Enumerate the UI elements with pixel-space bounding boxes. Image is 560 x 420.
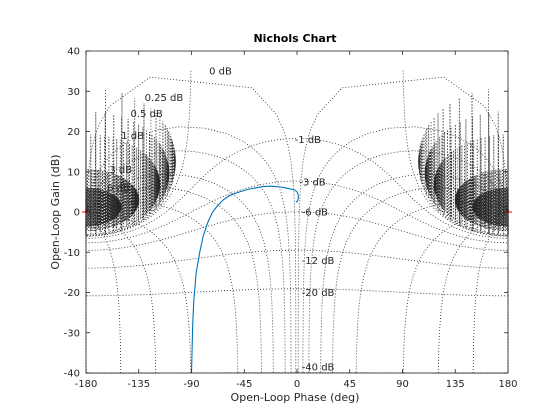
x-tick-label: -180 <box>75 379 98 390</box>
contour-label: -20 dB <box>302 288 335 299</box>
axis-ticks: -180 -135 -90 -45 0 45 90 135 180 -40 -30 -20 -10 0 10… <box>64 47 518 391</box>
y-tick-label: 0 <box>74 208 80 219</box>
y-tick-label: 10 <box>67 167 80 178</box>
gain-contour <box>297 288 508 297</box>
phase-contour <box>332 187 509 373</box>
x-tick-label: 135 <box>446 379 465 390</box>
x-tick-label: -90 <box>183 379 199 390</box>
x-tick-label: 45 <box>343 379 356 390</box>
contour-label: 0 dB <box>209 67 232 78</box>
x-tick-label: 180 <box>498 379 517 390</box>
series-line <box>190 185 299 374</box>
gain-contour <box>297 249 509 269</box>
contour-label: -3 dB <box>299 177 325 188</box>
x-tick-label: -135 <box>127 379 150 390</box>
y-tick-label: 40 <box>67 47 80 58</box>
y-tick-label: -40 <box>64 369 80 380</box>
phase-contour <box>297 76 509 373</box>
x-tick-label: 90 <box>396 379 409 390</box>
phase-contour <box>85 174 274 373</box>
phase-contour <box>85 76 297 373</box>
y-tick-label: -10 <box>64 248 80 259</box>
y-tick-label: -30 <box>64 328 80 339</box>
y-axis-label: Open-Loop Gain (dB) <box>49 154 62 269</box>
contour-label: 6 dB <box>107 183 130 194</box>
phase-contour <box>308 150 509 373</box>
gain-contour <box>433 134 509 235</box>
chart-title: Nichols Chart <box>253 32 336 45</box>
contour-label: 1 dB <box>121 131 144 142</box>
contour-label: -1 dB <box>295 135 321 146</box>
phase-contour <box>85 126 292 373</box>
contour-label: -40 dB <box>302 363 335 374</box>
contour-label: 3 dB <box>109 165 132 176</box>
contour-label: -6 dB <box>302 208 328 219</box>
x-tick-label: -45 <box>236 379 252 390</box>
phase-contour <box>402 211 508 373</box>
y-tick-label: -20 <box>64 288 80 299</box>
phase-contour <box>355 202 509 373</box>
phase-contour <box>85 150 286 373</box>
gain-contour <box>86 70 192 237</box>
phase-contour <box>85 211 157 373</box>
gain-contour <box>85 168 140 232</box>
series-layer <box>82 185 512 374</box>
gain-contour <box>418 87 509 237</box>
phase-contour <box>85 187 262 373</box>
gain-contour <box>85 111 170 236</box>
phase-contour <box>320 174 509 373</box>
contour-label: 0.5 dB <box>131 109 163 120</box>
y-tick-label: 20 <box>67 127 80 138</box>
gain-contour <box>298 211 509 251</box>
phase-contour <box>472 211 509 373</box>
x-tick-label: 0 <box>294 379 300 390</box>
phase-contour <box>85 211 122 373</box>
gain-contour <box>85 87 176 237</box>
gain-contour <box>85 211 297 251</box>
x-axis-label: Open-Loop Phase (deg) <box>231 391 360 404</box>
phase-contour <box>437 211 509 373</box>
gain-contour <box>424 111 509 236</box>
gain-contour <box>454 168 509 232</box>
y-tick-label: 30 <box>67 87 80 98</box>
phase-contour <box>85 202 239 373</box>
grid-labels: 0 dB 0.25 dB 0.5 dB 1 dB 3 dB 6 dB -1 dB -3 dB -… <box>107 67 334 374</box>
gain-contour <box>302 138 509 239</box>
gain-contour <box>402 70 508 237</box>
phase-contour <box>302 126 509 373</box>
gain-contour <box>85 249 297 269</box>
contour-label: 0.25 dB <box>145 93 184 104</box>
contour-label: -12 dB <box>302 256 335 267</box>
phase-contour <box>86 211 192 373</box>
